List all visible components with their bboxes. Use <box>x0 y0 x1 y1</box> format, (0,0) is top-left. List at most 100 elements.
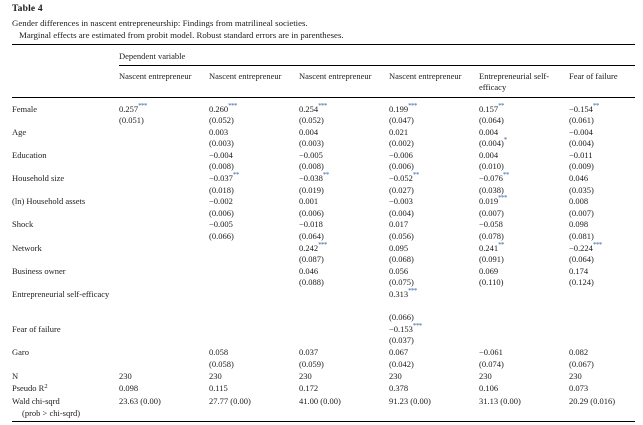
coef-cell: −0.224*** (0.064) <box>569 241 635 266</box>
coef-cell: 0.021 (0.002) <box>389 127 479 150</box>
significance-stars: *** <box>318 101 327 110</box>
empty-line <box>119 277 209 289</box>
coefficient-value: −0.037** <box>209 171 239 184</box>
empty-line <box>119 173 209 185</box>
coef-cell: −0.005 (0.066) <box>209 219 299 242</box>
significance-stars: *** <box>408 287 417 295</box>
coef-cell: 0.174 (0.124) <box>569 266 635 289</box>
stat-value: 27.77 (0.00) <box>209 395 251 406</box>
coefficient-value: 0.174 <box>569 265 589 276</box>
standard-error: (0.091) <box>479 254 504 265</box>
empty-line <box>119 347 209 359</box>
significance-stars: *** <box>408 101 417 110</box>
empty-line <box>299 324 389 336</box>
standard-error: (0.061) <box>569 115 594 126</box>
coef-cell: −0.011 (0.009) <box>569 150 635 173</box>
coef-cell <box>479 324 569 347</box>
stat-row: Pseudo R2 0.098 0.115 0.172 0.378 0.106 0.073 <box>12 382 635 394</box>
stat-row: N 230 230 230 230 230 230 <box>12 370 635 382</box>
coef-cell: 0.157** (0.064) <box>479 97 569 127</box>
empty-line <box>209 301 299 313</box>
row-label: Education <box>12 149 47 160</box>
significance-stars: ** <box>592 101 599 110</box>
variable-row: Household size −0.037** (0.018) −0.038** (0.… <box>12 171 635 196</box>
dependent-variable-label: Dependent variable <box>119 44 636 66</box>
row-label: Garo <box>12 346 29 357</box>
significance-stars: *** <box>228 101 237 110</box>
empty-line <box>119 301 209 313</box>
coefficient-value: 0.254*** <box>299 101 327 114</box>
coef-cell: 0.056 (0.075) <box>389 266 479 289</box>
standard-error: (0.058) <box>209 358 234 369</box>
table-note: Marginal effects are estimated from prob… <box>19 29 344 40</box>
empty-line <box>569 301 635 313</box>
stat-label: Pseudo R2 <box>12 383 48 394</box>
empty-line <box>119 266 209 278</box>
standard-error: (0.004)* <box>479 136 507 149</box>
empty-line <box>119 219 209 231</box>
significance-stars: ** <box>498 240 504 249</box>
coef-cell <box>479 289 569 324</box>
stat-value: 0.115 <box>209 383 228 394</box>
standard-error: (0.047) <box>389 115 414 126</box>
row-label: Network <box>12 242 42 253</box>
coefficient-value: −0.076** <box>479 171 509 184</box>
standard-error: (0.004) <box>389 207 414 218</box>
row-label: Business owner <box>12 265 66 276</box>
coef-cell: 0.241** (0.091) <box>479 240 569 266</box>
coefficient-value: 0.082 <box>569 346 589 357</box>
coef-cell <box>209 324 299 347</box>
coefficient-value: 0.313*** <box>389 287 417 300</box>
standard-error: (0.008) <box>209 161 234 172</box>
significance-stars: *** <box>138 101 147 110</box>
empty-line <box>209 266 299 278</box>
coef-cell: 0.004 (0.004)* <box>479 127 569 150</box>
standard-error: (0.088) <box>299 277 324 288</box>
standard-error: (0.002) <box>389 138 414 149</box>
standard-error: (0.008) <box>299 161 324 172</box>
coefficient-value: −0.052** <box>389 171 419 184</box>
coefficient-value: 0.008 <box>569 196 589 207</box>
empty-line <box>119 324 209 336</box>
significance-stars: *** <box>318 240 327 249</box>
column-header: Entrepreneurial self-efficacy <box>479 65 569 98</box>
coefficient-value: −0.038** <box>299 171 329 184</box>
empty-line <box>569 289 635 301</box>
stat-value: 41.00 (0.00) <box>299 395 341 406</box>
empty-line <box>479 335 569 347</box>
stat-label: N <box>12 371 19 382</box>
coefficient-value: −0.154** <box>569 101 599 114</box>
coef-cell: −0.004 (0.004) <box>569 127 635 150</box>
stat-value: 31.13 (0.00) <box>479 395 521 406</box>
table-body: Female 0.257*** (0.051) 0.260*** (0.052) 0.25… <box>12 97 635 370</box>
coefficient-value: 0.056 <box>389 265 409 276</box>
empty-line <box>299 289 389 301</box>
coef-cell: 0.017 (0.056) <box>389 219 479 242</box>
variable-row: Garo 0.058 (0.058) 0.037 (0.059) 0.067 (0.042)… <box>12 347 635 370</box>
standard-error: (0.019) <box>299 184 324 195</box>
standard-error: (0.052) <box>209 115 234 126</box>
empty-line <box>119 289 209 301</box>
row-label: Female <box>12 103 38 114</box>
row-label: Entrepreneurial self-efficacy <box>12 289 110 299</box>
superscript: 2 <box>44 383 48 391</box>
empty-line <box>569 324 635 336</box>
dependent-variable-row: Dependent variable <box>12 44 636 66</box>
standard-error: (0.068) <box>389 254 414 265</box>
coefficient-value: 0.004 <box>299 126 319 137</box>
column-header: Nascent entrepreneur <box>299 65 389 98</box>
coefficient-value: 0.019*** <box>479 194 507 207</box>
coefficient-value: 0.037 <box>299 346 319 357</box>
coef-cell: −0.153*** (0.037) <box>389 322 479 347</box>
stat-row: Wald chi-sqrd (prob > chi-sqrd) 23.63 (0.0… <box>12 395 635 422</box>
empty-line <box>299 335 389 347</box>
table-title: Table 4 <box>12 4 43 14</box>
standard-error: (0.027) <box>389 184 414 195</box>
standard-error: (0.056) <box>389 231 414 242</box>
column-header: Nascent entrepreneur <box>119 65 209 98</box>
standard-error: (0.037) <box>389 335 414 346</box>
empty-line <box>119 243 209 255</box>
empty-line <box>119 161 209 173</box>
variable-row: Female 0.257*** (0.051) 0.260*** (0.052) 0.25… <box>12 97 635 127</box>
stat-value: 230 <box>119 371 132 382</box>
